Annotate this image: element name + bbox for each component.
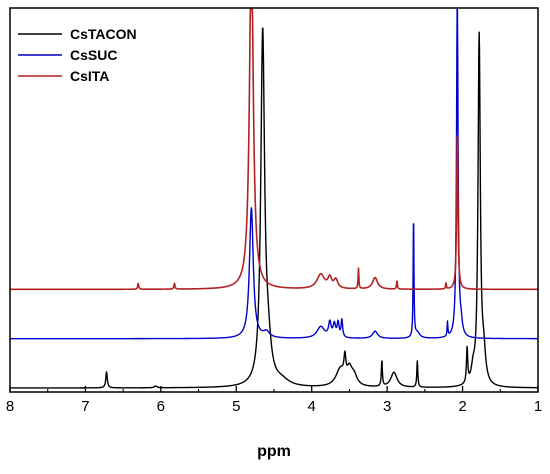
x-tick-label: 7 [81,398,89,415]
x-tick-label: 4 [308,398,316,415]
x-tick-label: 1 [534,398,542,415]
series-layer [9,8,539,389]
x-tick-label: 8 [6,398,14,415]
spectrum-line-cstacon [9,27,539,389]
legend-label: CsTACON [70,26,137,42]
legend: CsTACON CsSUC CsITA [18,26,137,84]
spectrum-line-cssuc [9,8,539,340]
x-axis: 8 7 6 5 4 3 2 1 [6,386,542,415]
x-tick-label: 3 [383,398,391,415]
x-tick-label: 5 [232,398,240,415]
x-tick-label: 6 [157,398,165,415]
x-axis-title: ppm [257,443,291,460]
legend-label: CsITA [70,68,109,84]
legend-label: CsSUC [70,47,117,63]
x-tick-label: 2 [458,398,466,415]
spectrum-line-csita [9,8,539,291]
